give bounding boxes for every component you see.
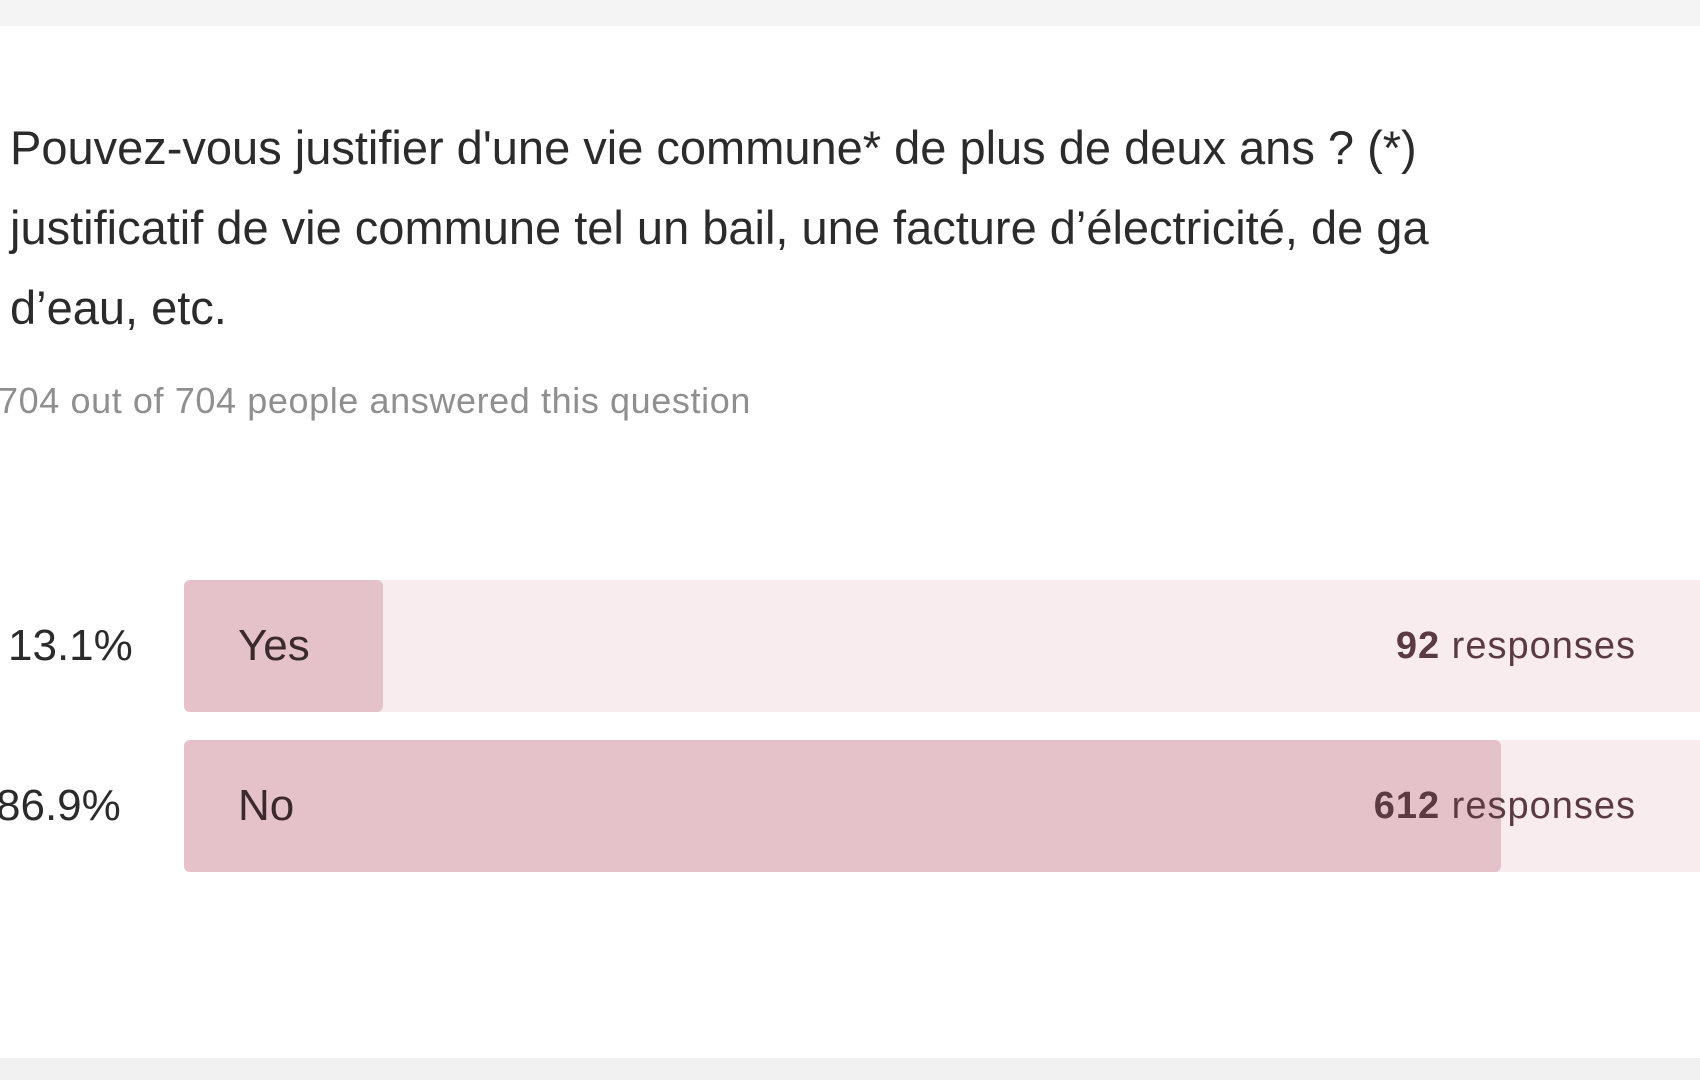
question-line-2: justificatif de vie commune tel un bail,… bbox=[10, 201, 1429, 254]
result-bar-fill bbox=[184, 580, 383, 712]
result-bar-track: No 612 responses bbox=[184, 740, 1700, 872]
question-title: Pouvez-vous justifier d'une vie commune*… bbox=[10, 108, 1700, 348]
result-row-no: 86.9% No 612 responses bbox=[0, 740, 1700, 872]
result-percent: 86.9% bbox=[0, 781, 121, 830]
question-line-1: Pouvez-vous justifier d'une vie commune*… bbox=[10, 121, 1417, 174]
response-count-suffix: responses bbox=[1440, 785, 1636, 827]
result-bar-fill bbox=[184, 740, 1502, 872]
result-percent: 13.1% bbox=[8, 621, 133, 670]
answered-count: 704 out of 704 people answered this ques… bbox=[0, 380, 751, 421]
result-response-count: 92 responses bbox=[1396, 580, 1636, 712]
result-option-label: No bbox=[238, 781, 295, 830]
response-count-number: 612 bbox=[1373, 785, 1441, 827]
result-bar-track: Yes 92 responses bbox=[184, 580, 1700, 712]
result-response-count: 612 responses bbox=[1374, 740, 1636, 872]
question-line-3: d’eau, etc. bbox=[10, 281, 227, 334]
response-count-number: 92 bbox=[1395, 625, 1441, 667]
result-row-yes: 13.1% Yes 92 responses bbox=[0, 580, 1700, 712]
result-option-label: Yes bbox=[238, 621, 310, 670]
bottom-divider-band bbox=[0, 1058, 1700, 1080]
top-divider-band bbox=[0, 0, 1700, 26]
response-count-suffix: responses bbox=[1440, 625, 1636, 667]
